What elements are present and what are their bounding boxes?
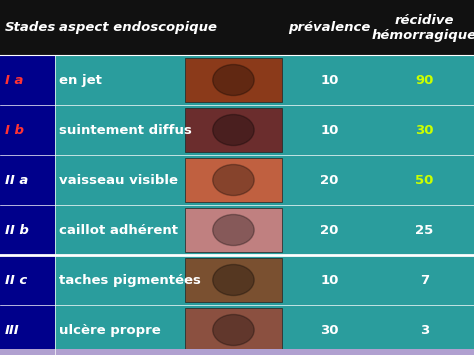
Text: 10: 10 [320,124,338,137]
Text: Stades: Stades [5,21,56,34]
Text: 90: 90 [415,73,433,87]
Text: caillot adhérent: caillot adhérent [59,224,178,236]
Text: II b: II b [5,224,28,236]
Text: I b: I b [5,124,24,137]
Bar [0,0,474,55]
Text: 50: 50 [415,174,433,186]
Text: 20: 20 [320,224,338,236]
Text: aspect endoscopique: aspect endoscopique [59,21,217,34]
Circle shape [213,164,254,196]
Bar [0,205,55,255]
Text: 10: 10 [320,73,338,87]
Bar [0,305,55,355]
Text: ulcère propre: ulcère propre [59,323,161,337]
Text: II c: II c [5,273,27,286]
Text: prévalence: prévalence [288,21,371,34]
Bar [185,58,282,102]
Bar [185,108,282,152]
Text: 25: 25 [415,224,433,236]
Bar [0,155,55,205]
Bar [0,55,55,105]
Text: II a: II a [5,174,28,186]
Text: en jet: en jet [59,73,102,87]
Bar [55,305,474,355]
Bar [185,258,282,302]
Bar [0,349,474,355]
Bar [55,155,474,205]
Circle shape [213,264,254,295]
Bar [185,158,282,202]
Text: 30: 30 [415,124,434,137]
Text: 20: 20 [320,174,338,186]
Bar [0,105,55,155]
Bar [0,255,55,305]
Circle shape [213,65,254,95]
Bar [55,205,474,255]
Text: III: III [5,323,19,337]
Text: 10: 10 [320,273,338,286]
Circle shape [213,214,254,246]
Text: suintement diffus: suintement diffus [59,124,192,137]
Bar [55,105,474,155]
Text: 3: 3 [419,323,429,337]
Bar [185,308,282,352]
Text: récidive
hémorragique: récidive hémorragique [372,13,474,42]
Bar [55,55,474,105]
Text: 30: 30 [320,323,339,337]
Text: taches pigmentées: taches pigmentées [59,273,201,286]
Text: 7: 7 [419,273,429,286]
Bar [185,208,282,252]
Circle shape [213,115,254,146]
Text: I a: I a [5,73,23,87]
Text: vaisseau visible: vaisseau visible [59,174,178,186]
Circle shape [213,315,254,345]
Bar [55,255,474,305]
